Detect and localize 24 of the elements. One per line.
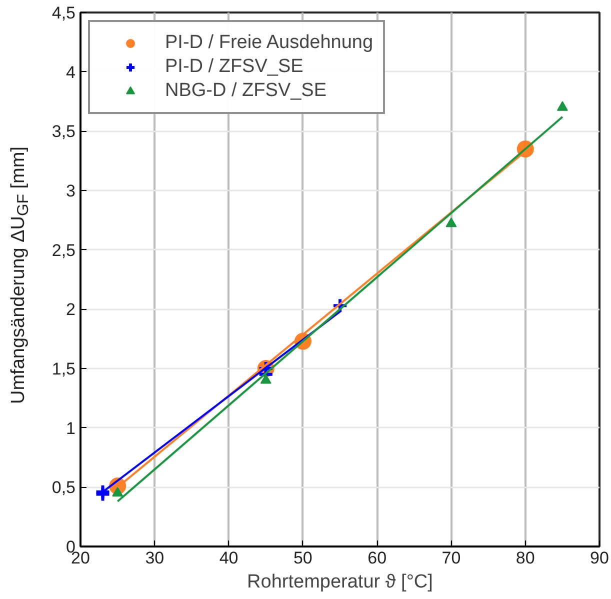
point: [112, 486, 124, 496]
y-tick-label: 1: [66, 418, 76, 438]
x-tick-label: 50: [293, 548, 312, 568]
x-tick-label: 80: [516, 548, 535, 568]
legend-label: PI-D / ZFSV_SE: [165, 56, 304, 78]
x-tick-label: 40: [219, 548, 238, 568]
x-tick-label: 30: [145, 548, 164, 568]
x-tick-label: 70: [442, 548, 461, 568]
point: [556, 101, 568, 111]
x-tick-label: 90: [590, 548, 609, 568]
y-tick-label: 2,5: [52, 240, 76, 260]
legend-label: PI-D / Freie Ausdehnung: [165, 32, 374, 54]
point: [446, 217, 457, 228]
y-tick-label: 3: [66, 182, 76, 200]
y-tick-label: 4,5: [52, 4, 76, 22]
legend-label: NBG-D / ZFSV_SE: [165, 80, 327, 102]
y-tick-label: 2: [66, 300, 76, 320]
point: [260, 374, 272, 384]
y-tick-label: 1,5: [52, 360, 76, 378]
x-axis-title: Rohrtemperatur ϑ [°C]: [247, 572, 433, 592]
y-tick-label: 4: [66, 62, 76, 82]
y-tick-label: 0,5: [52, 478, 76, 498]
x-tick-label: 60: [368, 548, 387, 568]
y-tick-label: 3,5: [52, 122, 76, 142]
